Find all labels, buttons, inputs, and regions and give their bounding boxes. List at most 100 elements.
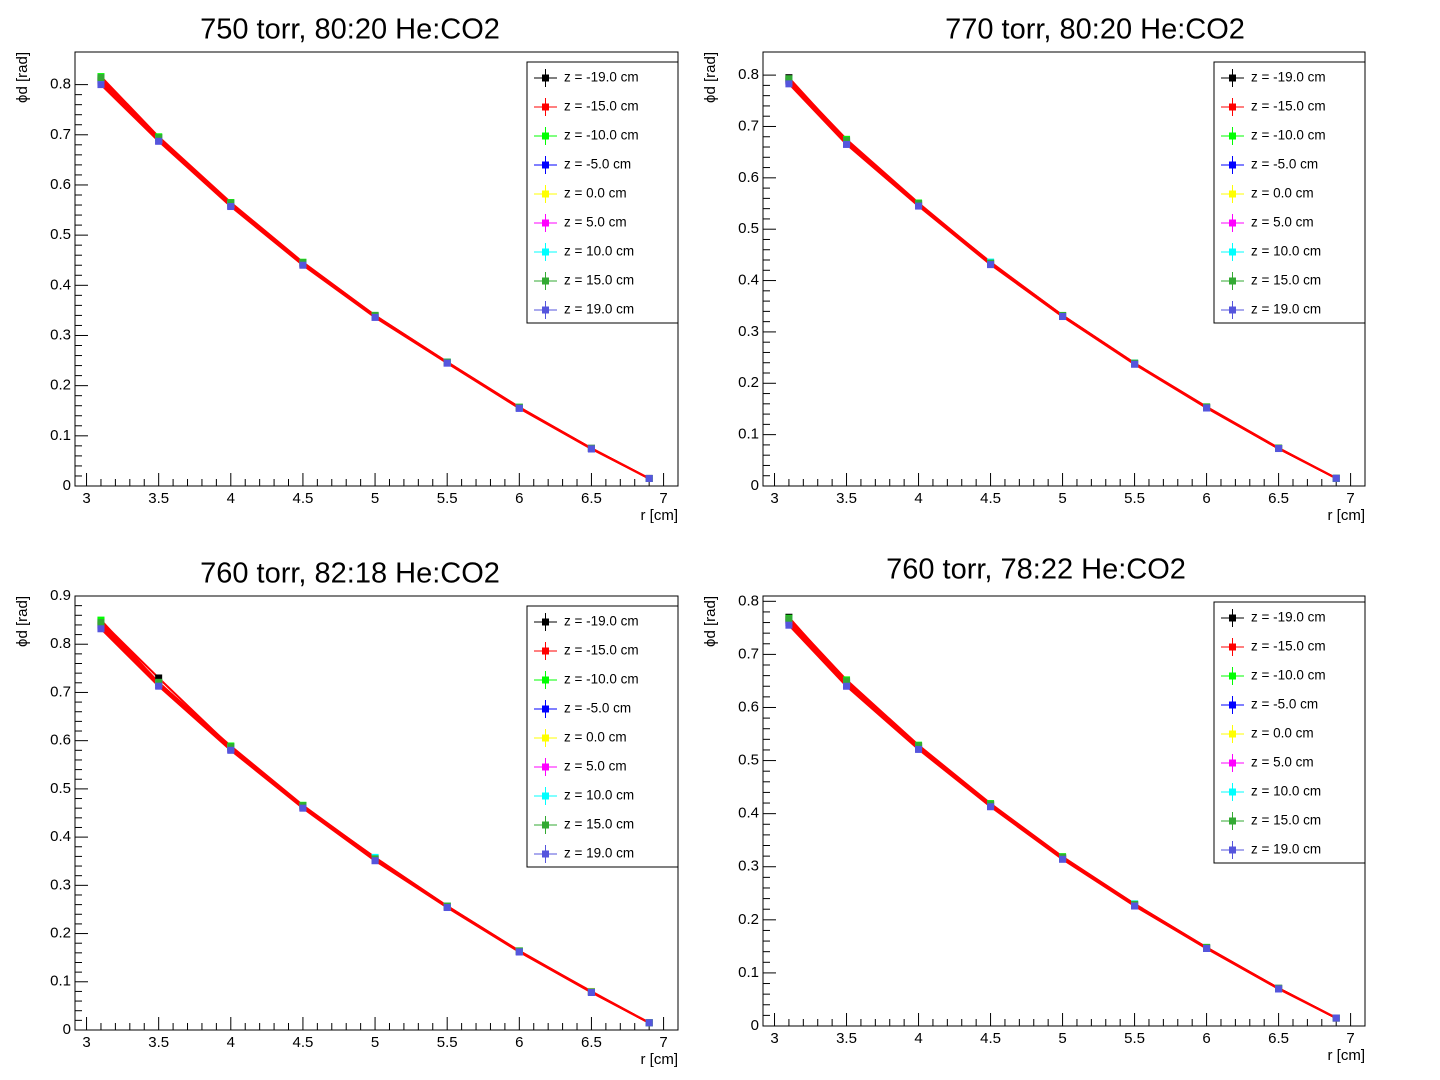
y-tick-label: 0.8 [738,66,759,83]
x-tick-label: 5 [1058,1030,1066,1047]
x-tick-label: 5.5 [437,490,458,507]
legend-label: z = 15.0 cm [1251,273,1321,288]
legend: z = -19.0 cm z = -15.0 cm z = -10.0 cm z = … [1213,61,1366,324]
x-tick-label: 4.5 [980,1030,1001,1047]
legend-box [1213,601,1366,864]
legend-label: z = -15.0 cm [1251,99,1326,114]
x-tick-label: 3 [82,1034,90,1051]
legend-label: z = -19.0 cm [564,70,639,85]
legend-label: z = 0.0 cm [564,730,627,745]
y-tick-label: 0.4 [50,276,71,293]
data-point [97,74,105,82]
data-point [155,678,163,686]
legend-marker [542,277,549,285]
data-point [843,140,851,148]
legend-marker [542,103,549,111]
panel: 750 torr, 80:20 He:CO2 3 3.5 4 4.5 5 5.5 6 6.5 7r… [14,14,679,524]
legend-marker [542,792,549,800]
legend-label: z = 5.0 cm [564,759,627,774]
y-tick-label: 0.5 [738,220,759,237]
legend-label: z = 10.0 cm [1251,784,1321,799]
x-tick-label: 7 [659,490,667,507]
y-tick-label: 0 [63,477,71,494]
y-tick-label: 0 [63,1021,71,1038]
x-tick-label: 3.5 [148,1034,169,1051]
y-tick-label: 0.5 [50,226,71,243]
x-tick-label: 6 [515,1034,523,1051]
x-axis-label: r [cm] [641,507,679,524]
data-point [987,803,995,811]
chart-title: 750 torr, 80:20 He:CO2 [200,14,500,46]
data-point [785,75,793,83]
data-point [645,1019,653,1027]
legend-marker [542,219,549,227]
data-point [843,136,851,144]
data-point [915,202,923,210]
x-tick-label: 3 [770,490,778,507]
x-tick-label: 6.5 [1268,490,1289,507]
legend-marker [1229,248,1236,256]
x-tick-label: 4.5 [980,490,1001,507]
y-tick-label: 0.8 [50,76,71,93]
panel: 760 torr, 78:22 He:CO2 3 3.5 4 4.5 5 5.5 6 6.5 7r… [702,554,1366,1064]
plot-area [97,616,653,1027]
data-point [155,137,163,145]
data-point [1131,902,1139,910]
x-tick-label: 6.5 [581,490,602,507]
legend-label: z = -10.0 cm [1251,668,1326,683]
data-point [915,742,923,750]
data-point [371,857,379,865]
legend-marker [542,821,549,829]
x-axis-label: r [cm] [641,1051,679,1068]
x-tick-label: 3 [770,1030,778,1047]
legend: z = -19.0 cm z = -15.0 cm z = -10.0 cm z = … [526,61,679,324]
y-tick-label: 0.1 [738,964,759,981]
x-tick-label: 7 [1346,490,1354,507]
data-point [97,625,105,633]
panel: 760 torr, 82:18 He:CO2 3 3.5 4 4.5 5 5.5 6 6.5 7r… [14,558,679,1068]
legend-label: z = -5.0 cm [564,157,631,172]
legend-label: z = 19.0 cm [1251,842,1321,857]
legend-marker [542,161,549,169]
legend-marker [1229,74,1236,82]
legend-label: z = -5.0 cm [1251,157,1318,172]
legend-label: z = 15.0 cm [1251,813,1321,828]
data-point [1203,944,1211,952]
y-tick-label: 0.4 [738,272,759,289]
legend-label: z = -19.0 cm [564,614,639,629]
y-tick-label: 0.2 [50,925,71,942]
data-point [587,988,595,996]
data-point [785,621,793,629]
legend-marker [542,705,549,713]
y-tick-label: 0.7 [738,117,759,134]
y-tick-label: 0.7 [50,126,71,143]
legend-marker [1229,643,1236,651]
data-point [299,804,307,812]
y-tick-label: 0.1 [50,973,71,990]
x-tick-label: 6.5 [581,1034,602,1051]
chart-title: 760 torr, 82:18 He:CO2 [200,558,500,590]
legend-label: z = 5.0 cm [1251,215,1314,230]
data-point [1059,855,1067,863]
legend-box [526,61,679,324]
legend-label: z = 5.0 cm [1251,755,1314,770]
y-tick-label: 0.1 [50,427,71,444]
legend-marker [542,763,549,771]
y-axis-label: ϕd [rad] [702,596,719,647]
legend-label: z = 10.0 cm [564,244,634,259]
y-axis-label: ϕd [rad] [14,52,31,103]
y-tick-label: 0.7 [738,645,759,662]
data-point [1059,313,1067,321]
legend-marker [1229,614,1236,622]
data-point [155,134,163,142]
data-point [227,199,235,207]
data-point [1332,1014,1340,1022]
y-axis-label: ϕd [rad] [14,596,31,647]
y-tick-label: 0.5 [738,752,759,769]
legend-marker [542,850,549,858]
x-axis-label: r [cm] [1328,507,1366,524]
x-tick-label: 6 [1202,1030,1210,1047]
x-tick-label: 4 [914,1030,922,1047]
x-tick-label: 6 [515,490,523,507]
